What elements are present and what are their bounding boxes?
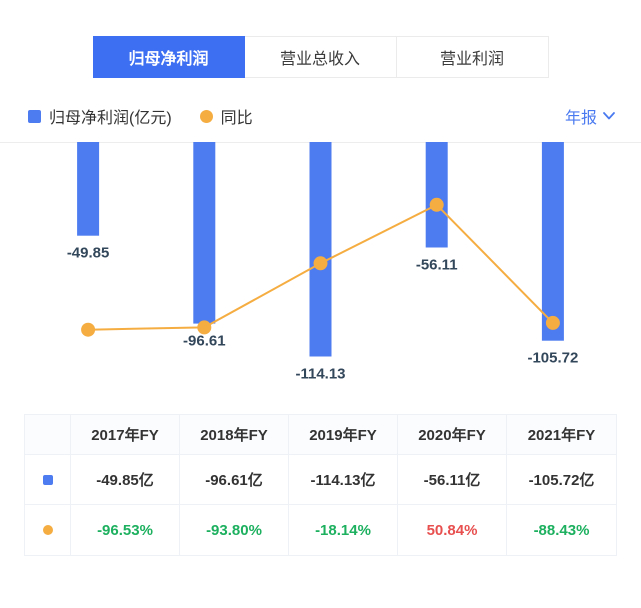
bar-value-label: -114.13	[295, 366, 345, 383]
table-header-0: 2017年FY	[71, 415, 180, 455]
table-header-3: 2020年FY	[398, 415, 507, 455]
bar-value-label: -56.11	[416, 257, 458, 274]
bar-value-label: -49.85	[67, 245, 110, 262]
tab-total-revenue[interactable]: 营业总收入	[244, 36, 397, 78]
bar-series-swatch-icon	[28, 109, 41, 123]
legend-row: 归母净利润(亿元) 同比 年报	[28, 104, 615, 128]
legend-line-label: 同比	[220, 110, 253, 127]
legend-line-series: 同比	[199, 104, 253, 128]
table-value-cell: -96.61亿	[180, 455, 289, 505]
tab-operating-profit[interactable]: 营业利润	[396, 36, 549, 78]
bar-2020年FY[interactable]	[425, 142, 448, 248]
net-profit-chart: -49.85 -96.61 -114.13 -56.11 -105.72	[0, 142, 641, 392]
table-value-cell: -49.85亿	[71, 455, 180, 505]
bar-2021年FY[interactable]	[541, 142, 564, 341]
chevron-down-icon	[603, 112, 615, 120]
metric-tabs: 归母净利润 营业总收入 营业利润	[0, 36, 641, 78]
financial-table: 2017年FY 2018年FY 2019年FY 2020年FY 2021年FY -49.8…	[24, 414, 617, 556]
table-value-cell: -105.72亿	[507, 455, 616, 505]
table-header-1: 2018年FY	[180, 415, 289, 455]
line-series-swatch-icon	[199, 109, 213, 123]
table-value-cell: -114.13亿	[289, 455, 398, 505]
bar-2017年FY[interactable]	[77, 142, 100, 236]
bar-2019年FY[interactable]	[309, 142, 332, 357]
table-value-cell: 50.84%	[398, 505, 507, 555]
bar-2018年FY[interactable]	[193, 142, 216, 324]
table-row-legend-cell	[25, 455, 71, 505]
table-value-cell: -56.11亿	[398, 455, 507, 505]
table-header-2: 2019年FY	[289, 415, 398, 455]
bar-value-label: -105.72	[527, 350, 578, 367]
table-corner-cell	[25, 415, 71, 455]
tab-net-profit[interactable]: 归母净利润	[92, 36, 245, 78]
yoy-point-2019年FY[interactable]	[313, 256, 328, 271]
table-value-cell: -93.80%	[180, 505, 289, 555]
table-header-4: 2021年FY	[507, 415, 616, 455]
legend-bar-series: 归母净利润(亿元)	[28, 104, 172, 128]
yoy-point-2021年FY[interactable]	[545, 315, 560, 330]
legend-bar-label: 归母净利润(亿元)	[49, 110, 172, 127]
table-row-legend-cell	[25, 505, 71, 555]
period-selector[interactable]: 年报	[565, 104, 615, 128]
chart-canvas: -49.85 -96.61 -114.13 -56.11 -105.72	[0, 142, 641, 383]
period-label: 年报	[564, 110, 597, 127]
yoy-point-2020年FY[interactable]	[429, 197, 444, 212]
table-value-cell: -96.53%	[71, 505, 180, 555]
yoy-point-2017年FY[interactable]	[81, 322, 96, 337]
table-value-cell: -18.14%	[289, 505, 398, 555]
line-series-swatch-icon	[42, 525, 53, 535]
bar-series-swatch-icon	[42, 474, 53, 485]
bar-value-label: -96.61	[183, 333, 226, 350]
table-value-cell: -88.43%	[533, 521, 590, 539]
yoy-point-2018年FY[interactable]	[197, 320, 212, 335]
